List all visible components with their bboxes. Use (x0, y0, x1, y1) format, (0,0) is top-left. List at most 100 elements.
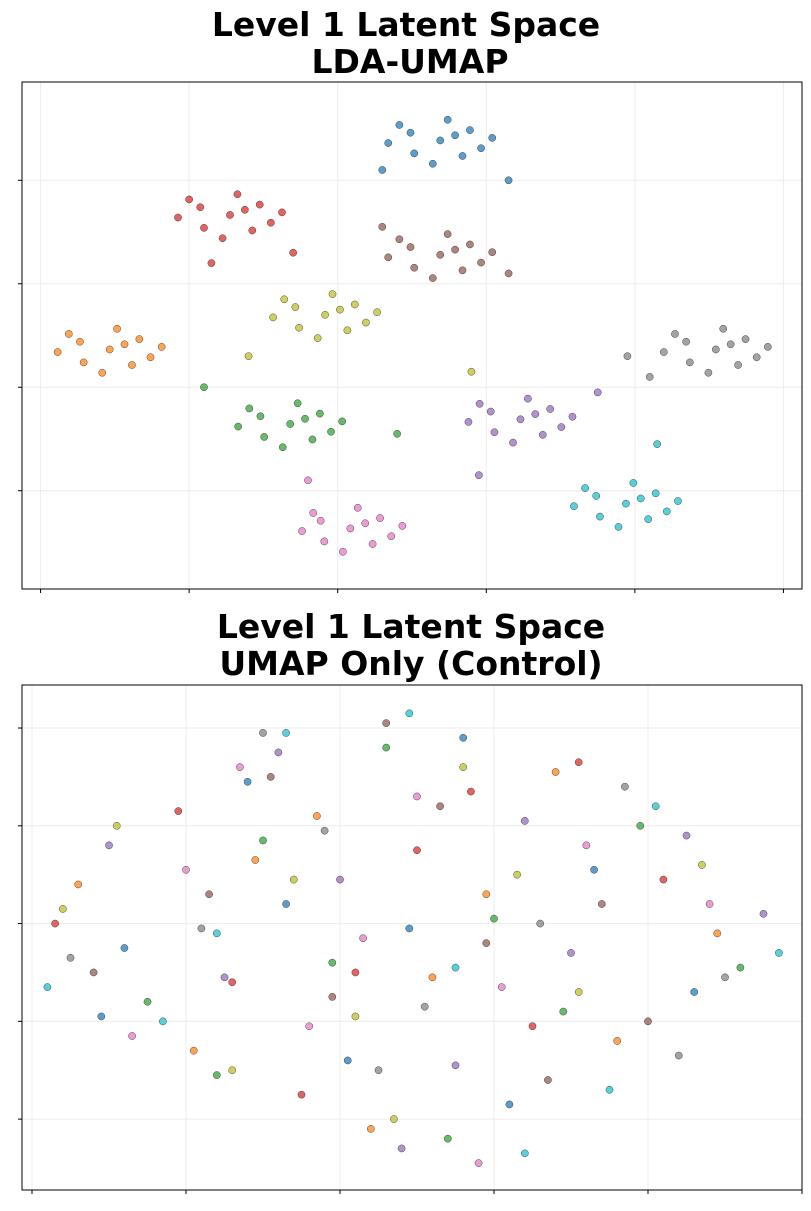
point (466, 240, 474, 249)
point (243, 777, 252, 786)
point (213, 1071, 221, 1079)
point (406, 128, 415, 137)
point (185, 195, 193, 204)
point (764, 343, 772, 351)
point (516, 415, 525, 424)
point (582, 841, 591, 850)
point (159, 1017, 167, 1026)
point (316, 516, 325, 525)
point (298, 527, 306, 535)
point (544, 1076, 552, 1084)
point (592, 492, 601, 500)
point (574, 758, 583, 767)
point (376, 514, 384, 522)
point (65, 330, 73, 338)
point (420, 1002, 429, 1011)
point (328, 958, 337, 967)
point (146, 353, 155, 362)
point (256, 412, 265, 421)
point (598, 900, 606, 908)
point (128, 361, 136, 369)
point (477, 258, 485, 267)
point (291, 303, 300, 311)
point (53, 348, 62, 356)
point (521, 1149, 529, 1158)
point (690, 988, 699, 996)
point (226, 211, 234, 219)
point (464, 418, 473, 426)
point (255, 200, 264, 209)
point (304, 476, 312, 485)
point (413, 792, 421, 801)
point (174, 213, 182, 222)
point (712, 345, 720, 354)
point (245, 404, 254, 413)
point (320, 537, 329, 546)
point (482, 890, 491, 899)
point (320, 826, 329, 835)
point (475, 471, 483, 479)
point (290, 875, 298, 884)
point (395, 121, 404, 129)
point (200, 383, 208, 392)
point (466, 126, 474, 134)
point (513, 870, 521, 879)
point (477, 144, 485, 153)
point (488, 248, 497, 257)
point (524, 394, 532, 403)
point (43, 983, 52, 991)
point (486, 407, 495, 416)
plot-frame (21, 684, 803, 1191)
point (113, 324, 121, 333)
point (244, 352, 253, 360)
point (443, 115, 452, 124)
point (343, 1056, 352, 1065)
point (79, 358, 88, 367)
point (559, 1007, 568, 1016)
point (321, 311, 329, 319)
point (474, 1159, 483, 1167)
point (393, 429, 401, 438)
point (207, 259, 216, 267)
point (651, 489, 660, 498)
point (736, 963, 745, 972)
point (336, 875, 344, 884)
point (568, 412, 577, 421)
point (353, 503, 362, 512)
point (428, 973, 437, 982)
point (614, 523, 623, 531)
point (443, 230, 452, 238)
point (339, 547, 347, 556)
point (651, 802, 660, 811)
point (698, 861, 706, 869)
point (636, 821, 645, 830)
point (384, 253, 393, 262)
point (374, 1066, 383, 1075)
point (509, 438, 517, 447)
point (200, 224, 208, 232)
point (218, 234, 227, 243)
point (382, 743, 391, 752)
point (704, 368, 713, 377)
point (259, 729, 267, 737)
point (305, 1022, 314, 1031)
point (384, 139, 393, 147)
point (382, 719, 391, 727)
point (197, 924, 206, 933)
point (605, 1085, 614, 1094)
point (451, 963, 460, 972)
point (313, 812, 321, 820)
point (97, 1012, 106, 1021)
point (157, 343, 166, 351)
point (557, 423, 566, 431)
point (189, 1046, 198, 1055)
point (653, 440, 661, 448)
point (637, 494, 645, 503)
point (410, 149, 419, 158)
point (397, 1144, 406, 1153)
point (663, 507, 671, 516)
point (436, 802, 444, 811)
point (551, 768, 560, 776)
point (467, 787, 475, 796)
